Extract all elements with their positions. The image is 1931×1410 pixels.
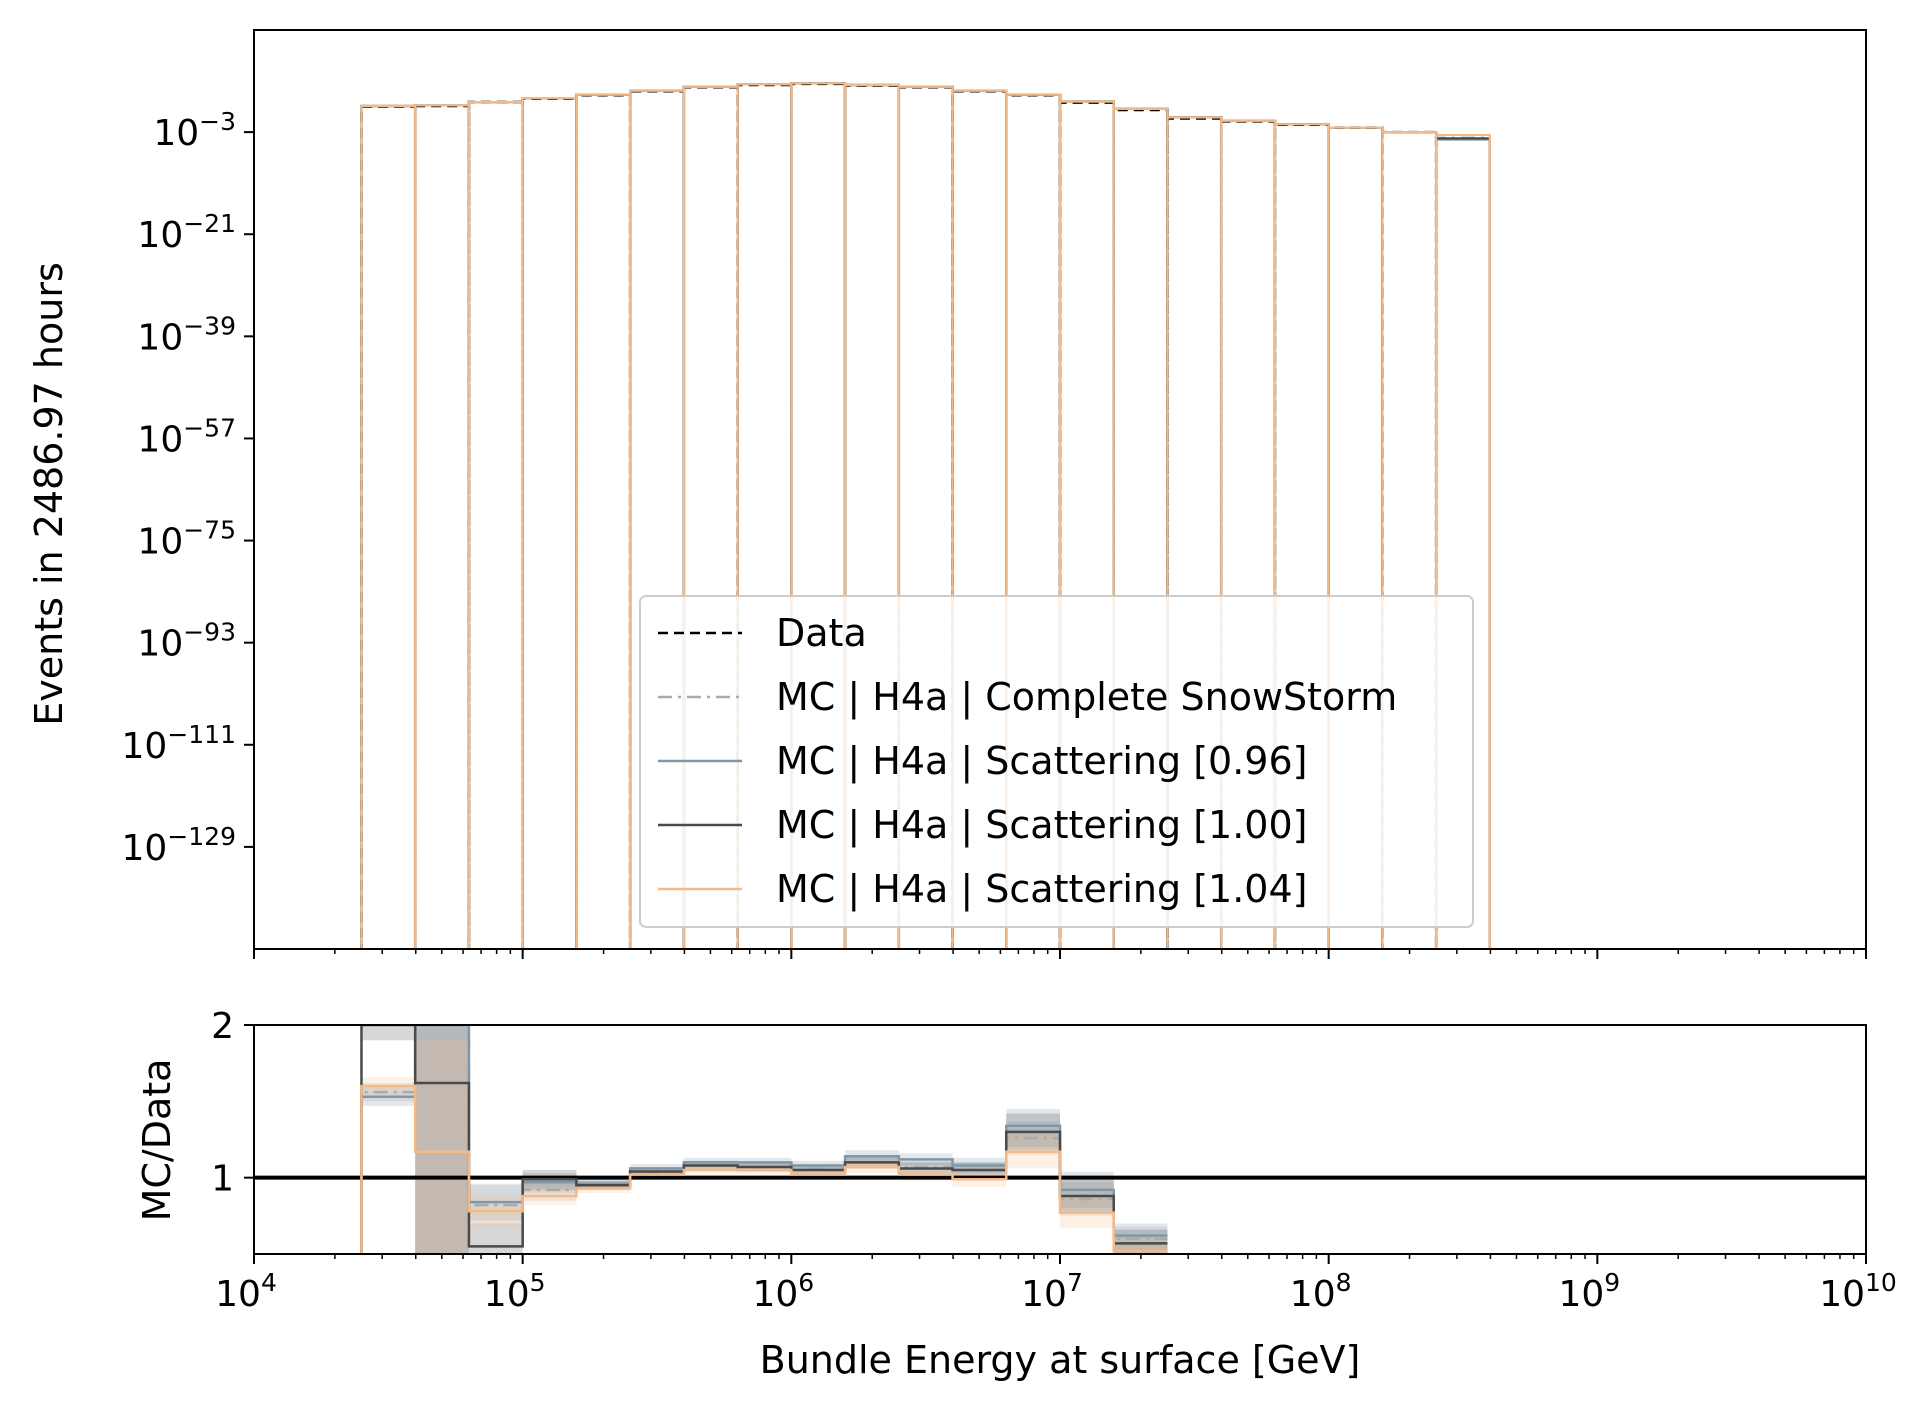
main-y-tick-label: 10−93 <box>137 618 236 665</box>
main-y-ticks: 10−3 10−21 10−39 10−57 10−75 10−93 10−111 10−12… <box>122 107 254 869</box>
main-y-tick-label: 10−75 <box>137 516 236 563</box>
ratio-uncertainty-band <box>468 1223 523 1254</box>
ratio-y-tick-label: 2 <box>211 1006 234 1047</box>
ratio-uncertainty-band <box>415 1025 469 1254</box>
main-plot-area <box>360 82 1491 949</box>
main-panel: 10−3 10−21 10−39 10−57 10−75 10−93 10−111 10−12… <box>27 29 1867 959</box>
main-y-tick-label: 10−129 <box>122 822 236 869</box>
ratio-line-mc-h4a-scattering-1-00- <box>360 1025 1168 1254</box>
ratio-x-tick-label: 108 <box>1290 1268 1352 1315</box>
ratio-uncertainty-band <box>415 1025 469 1254</box>
ratio-x-tick-label: 1010 <box>1819 1268 1897 1315</box>
legend-box <box>639 595 1474 928</box>
ratio-x-tick-label: 105 <box>484 1268 546 1315</box>
ratio-plot-area <box>254 1025 1866 1254</box>
legend-label: MC | H4a | Complete SnowStorm <box>776 675 1397 720</box>
ratio-y-ticks: 12 <box>211 1006 254 1200</box>
series-line-mc-h4a-scattering-1-04- <box>360 82 1491 949</box>
ratio-x-tick-label: 109 <box>1558 1268 1620 1315</box>
main-y-tick-label: 10−39 <box>137 311 236 358</box>
legend-label: MC | H4a | Scattering [1.00] <box>776 803 1307 848</box>
ratio-y-axis-label: MC/Data <box>135 1059 179 1222</box>
ratio-x-tick-label: 106 <box>752 1268 814 1315</box>
ratio-uncertainty-band <box>1113 1226 1168 1254</box>
ratio-uncertainty-band <box>1006 1108 1060 1148</box>
ratio-y-tick-label: 1 <box>211 1159 234 1200</box>
main-y-tick-label: 10−3 <box>153 107 236 154</box>
ratio-uncertainty-band <box>415 1025 469 1254</box>
main-y-axis-label: Events in 2486.97 hours <box>27 262 71 726</box>
ratio-x-tick-label: 104 <box>215 1268 277 1315</box>
x-axis-label: Bundle Energy at surface [GeV] <box>760 1338 1361 1382</box>
ratio-x-ticks: 104 105 106 107 108 109 1010 <box>215 1254 1897 1315</box>
main-y-tick-label: 10−21 <box>137 209 236 256</box>
main-y-tick-label: 10−57 <box>137 413 236 460</box>
ratio-line-mc-h4a-scattering-1-04- <box>360 1084 1168 1254</box>
legend-label: MC | H4a | Scattering [1.04] <box>776 867 1307 912</box>
main-y-tick-label: 10−111 <box>122 720 236 767</box>
ratio-uncertainty-band <box>415 1040 469 1254</box>
ratio-uncertainty-band <box>361 1025 416 1041</box>
legend-label: Data <box>776 611 867 655</box>
main-x-ticks <box>253 949 1867 959</box>
legend-label: MC | H4a | Scattering [0.96] <box>776 739 1307 784</box>
legend: Data MC | H4a | Complete SnowStorm MC | H4… <box>639 595 1474 928</box>
ratio-x-tick-label: 107 <box>1021 1268 1083 1315</box>
ratio-panel: 12 104 105 106 107 108 109 1010 MC/Data Bundle… <box>135 1006 1897 1382</box>
